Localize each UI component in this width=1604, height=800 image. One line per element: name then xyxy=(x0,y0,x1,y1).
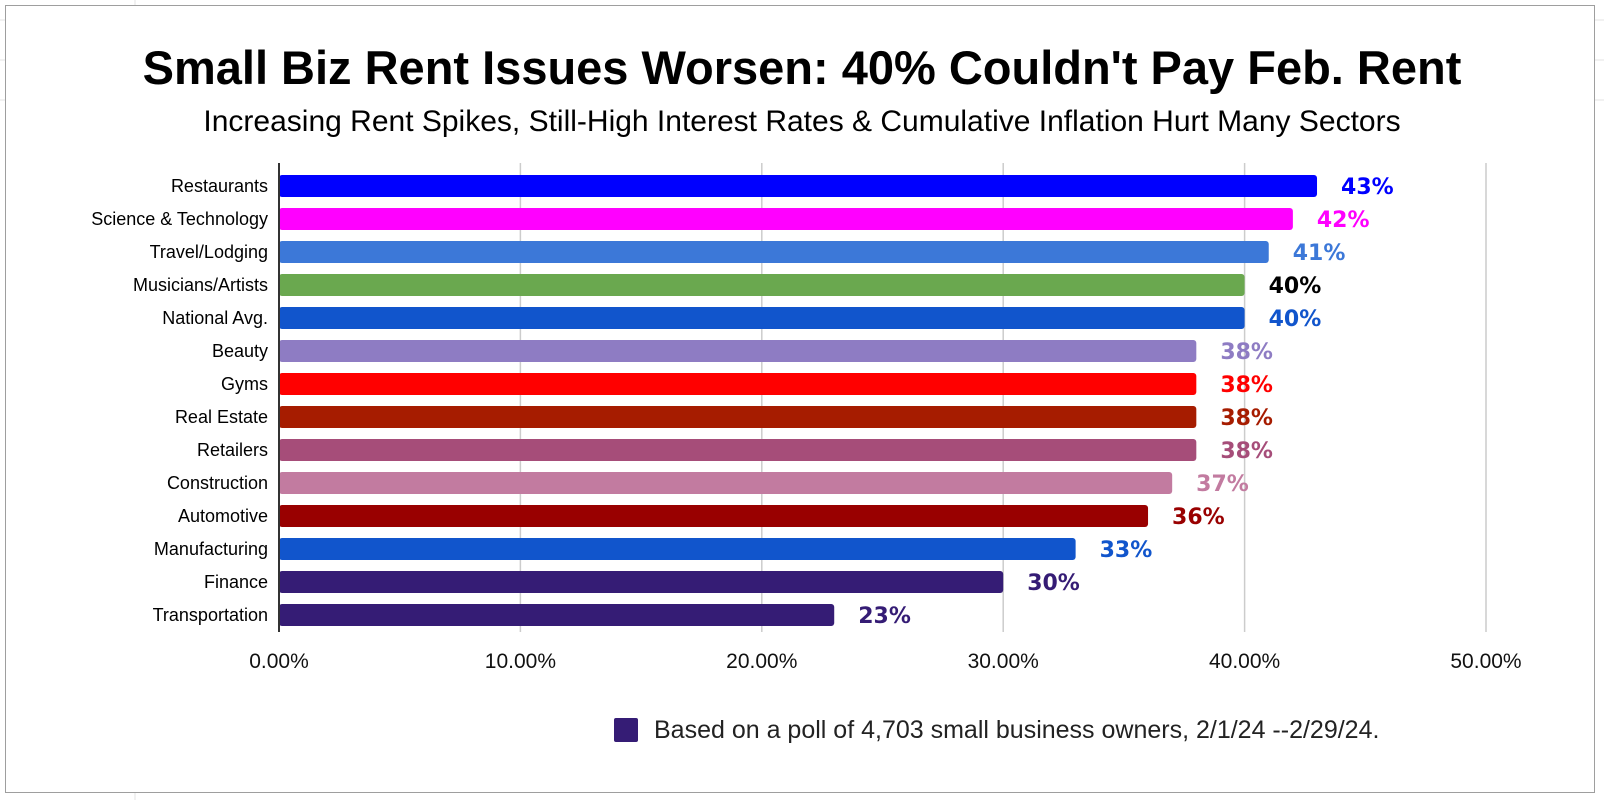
bar[interactable] xyxy=(279,175,1318,197)
x-tick-label: 30.00% xyxy=(968,650,1039,673)
x-tick-label: 50.00% xyxy=(1450,650,1521,673)
category-label: National Avg. xyxy=(162,308,268,328)
bar[interactable] xyxy=(279,439,1197,461)
data-label: 40% xyxy=(1269,307,1322,332)
category-label: Construction xyxy=(167,473,268,493)
category-label: Manufacturing xyxy=(154,539,268,559)
data-label: 38% xyxy=(1220,439,1273,464)
x-tick-label: 10.00% xyxy=(485,650,556,673)
category-axis-labels: Restaurants Science & Technology Travel/Lo… xyxy=(91,176,268,625)
x-axis-tick-labels: 0.00% 10.00% 20.00% 30.00% 40.00% 50.00% xyxy=(249,650,1521,673)
bar[interactable] xyxy=(279,373,1197,395)
chart-container[interactable] xyxy=(5,5,1595,793)
vertical-gridlines xyxy=(519,163,1487,632)
bar[interactable] xyxy=(279,406,1197,428)
category-label: Finance xyxy=(204,572,268,592)
bar[interactable] xyxy=(279,571,1004,593)
data-label: 38% xyxy=(1220,406,1273,431)
x-tick-label: 40.00% xyxy=(1209,650,1280,673)
data-label: 42% xyxy=(1317,208,1370,233)
category-label: Science & Technology xyxy=(91,209,268,229)
bar-series xyxy=(279,175,1318,626)
legend-swatch xyxy=(614,718,638,742)
legend-label: Based on a poll of 4,703 small business … xyxy=(654,715,1380,744)
data-label: 38% xyxy=(1220,373,1273,398)
x-tick-label: 20.00% xyxy=(726,650,797,673)
bar[interactable] xyxy=(279,274,1245,296)
category-label: Travel/Lodging xyxy=(150,242,268,262)
bar[interactable] xyxy=(279,208,1293,230)
category-label: Transportation xyxy=(153,605,268,625)
category-label: Beauty xyxy=(212,341,268,361)
bar[interactable] xyxy=(279,241,1269,263)
category-label: Restaurants xyxy=(171,176,268,196)
bar[interactable] xyxy=(279,505,1149,527)
bar[interactable] xyxy=(279,604,835,626)
chart-title: Small Biz Rent Issues Worsen: 40% Couldn… xyxy=(142,41,1462,94)
chart-legend: Based on a poll of 4,703 small business … xyxy=(614,714,1379,746)
chart-subtitle: Increasing Rent Spikes, Still-High Inter… xyxy=(203,105,1401,138)
bar-data-labels: 43% 42% 41% 40% 40% 38% 38% 38% 38% 37% 36% 33% 30% 2… xyxy=(858,175,1393,629)
bar[interactable] xyxy=(279,538,1076,560)
data-label: 41% xyxy=(1293,241,1346,266)
category-label: Automotive xyxy=(178,506,268,526)
bar[interactable] xyxy=(279,307,1245,329)
x-tick-label: 0.00% xyxy=(249,650,309,673)
data-label: 40% xyxy=(1269,274,1322,299)
bar[interactable] xyxy=(279,340,1197,362)
data-label: 37% xyxy=(1196,472,1249,497)
category-label: Real Estate xyxy=(175,407,268,427)
data-label: 43% xyxy=(1341,175,1394,200)
data-label: 23% xyxy=(858,604,911,629)
data-label: 30% xyxy=(1027,571,1080,596)
category-label: Musicians/Artists xyxy=(133,275,268,295)
data-label: 36% xyxy=(1172,505,1225,530)
category-label: Retailers xyxy=(197,440,268,460)
category-label: Gyms xyxy=(221,374,268,394)
bar[interactable] xyxy=(279,472,1173,494)
data-label: 33% xyxy=(1100,538,1153,563)
data-label: 38% xyxy=(1220,340,1273,365)
